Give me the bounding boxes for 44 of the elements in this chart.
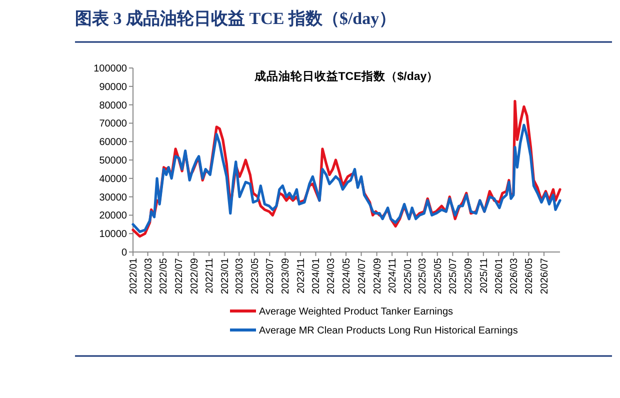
x-tick-label: 2023/07 — [265, 258, 276, 294]
x-tick-label: 2026/07 — [539, 258, 550, 294]
x-tick-label: 2024/05 — [342, 258, 352, 294]
x-tick-label: 2025/09 — [464, 258, 475, 294]
legend-label: Average Weighted Product Tanker Earnings — [259, 306, 454, 318]
x-tick-label: 2026/05 — [524, 258, 536, 294]
x-tick-label: 2024/01 — [311, 258, 322, 294]
x-tick-label: 2022/07 — [174, 258, 185, 294]
x-tick-label: 2023/09 — [280, 258, 292, 294]
x-tick-label: 2024/03 — [326, 258, 338, 294]
y-tick-label: 100000 — [94, 64, 128, 74]
chart-subtitle: 成品油轮日收益TCE指数（$/day） — [253, 69, 439, 83]
x-tick-label: 2023/05 — [250, 258, 261, 294]
y-tick-label: 70000 — [99, 118, 128, 130]
y-tick-label: 60000 — [99, 137, 128, 148]
x-tick-label: 2025/03 — [418, 258, 429, 294]
x-tick-label: 2025/07 — [448, 258, 460, 294]
x-tick-label: 2025/11 — [478, 258, 490, 294]
x-tick-label: 2025/05 — [432, 258, 444, 294]
x-tick-label: 2022/09 — [189, 258, 200, 294]
x-tick-label: 2023/01 — [220, 258, 231, 294]
y-tick-label: 10000 — [99, 229, 128, 240]
y-tick-label: 0 — [121, 248, 128, 258]
x-tick-label: 2023/11 — [296, 258, 307, 294]
y-tick-label: 40000 — [99, 174, 128, 185]
chart-title: 图表 3 成品油轮日收益 TCE 指数（$/day） — [75, 9, 396, 28]
x-tick-label: 2022/03 — [143, 258, 154, 294]
y-tick-label: 90000 — [99, 82, 128, 93]
legend-label: Average MR Clean Products Long Run Historical Earnings — [259, 326, 518, 336]
x-tick-label: 2022/05 — [158, 258, 170, 294]
y-tick-label: 20000 — [99, 210, 128, 222]
x-tick-label: 2024/07 — [356, 258, 368, 294]
x-tick-label: 2025/01 — [402, 258, 414, 294]
x-tick-label: 2023/03 — [234, 258, 246, 294]
y-tick-label: 50000 — [99, 156, 128, 166]
x-tick-label: 2024/11 — [388, 258, 399, 294]
x-tick-label: 2022/01 — [128, 258, 140, 294]
x-tick-label: 2026/01 — [494, 258, 506, 294]
y-tick-label: 80000 — [99, 100, 128, 112]
x-tick-label: 2024/09 — [372, 258, 384, 294]
y-tick-label: 30000 — [99, 192, 128, 204]
line-series — [132, 124, 562, 234]
x-tick-label: 2026/03 — [508, 258, 520, 294]
x-tick-label: 2022/11 — [204, 258, 216, 294]
